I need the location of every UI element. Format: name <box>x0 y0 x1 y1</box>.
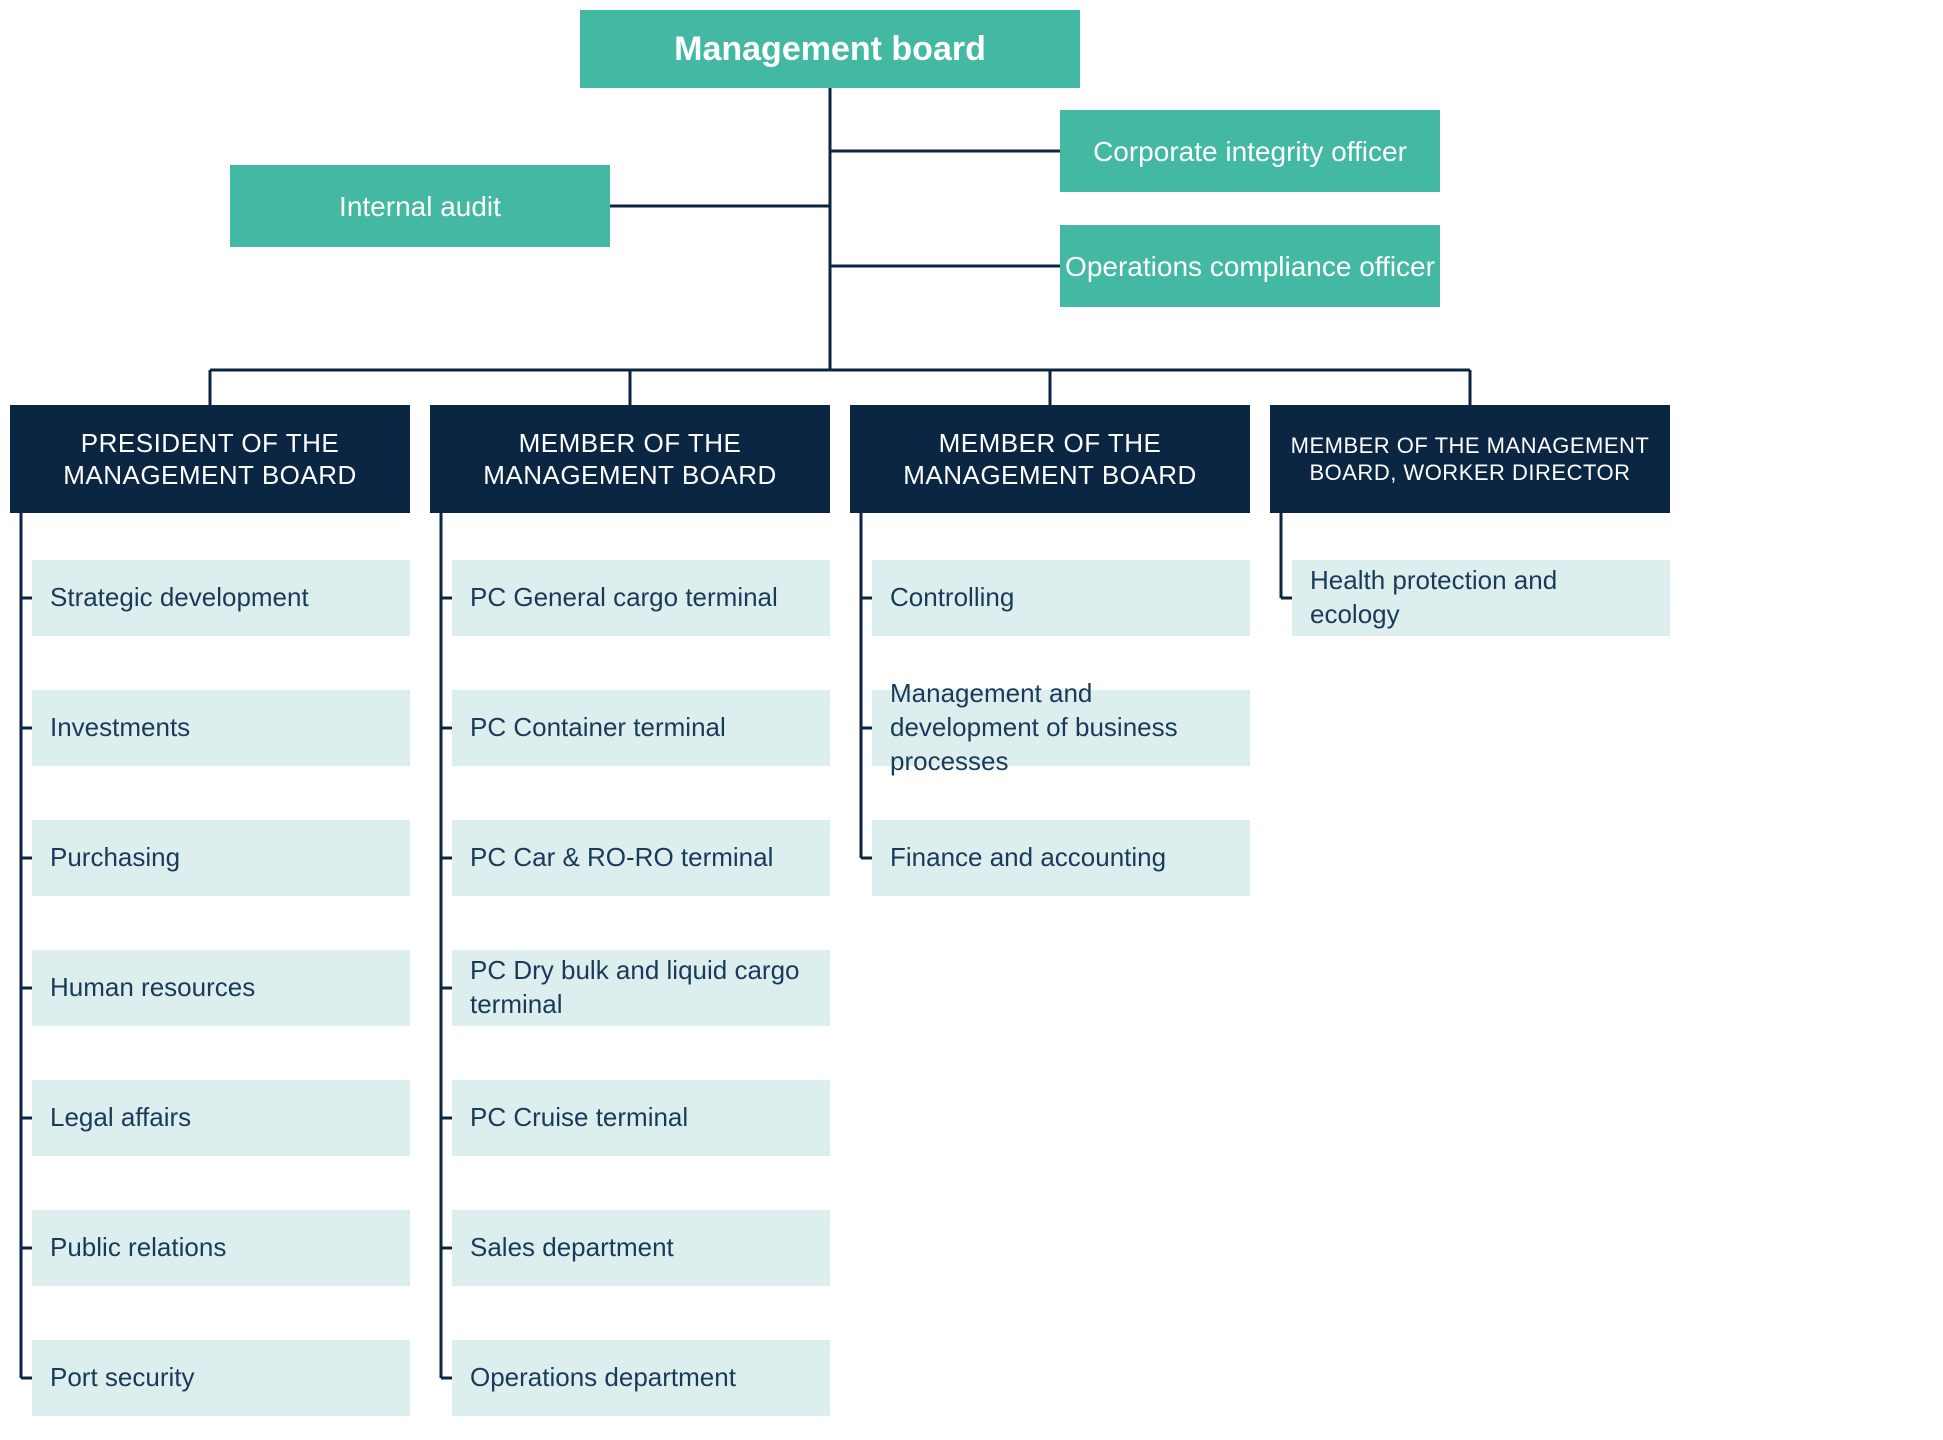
dept-item: PC Dry bulk and liquid cargo terminal <box>452 950 830 1026</box>
dept-item: Management and development of business p… <box>872 690 1250 766</box>
dept-item-label: Strategic development <box>50 581 309 615</box>
dept-item: PC Container terminal <box>452 690 830 766</box>
dept-item: Human resources <box>32 950 410 1026</box>
dept-item-label: Public relations <box>50 1231 226 1265</box>
dept-item: Port security <box>32 1340 410 1416</box>
dept-item: Purchasing <box>32 820 410 896</box>
col-header-worker-director: MEMBER OF THE MANAGEMENT BOARD, WORKER D… <box>1270 405 1670 513</box>
dept-item: Public relations <box>32 1210 410 1286</box>
dept-item: Investments <box>32 690 410 766</box>
dept-item: Controlling <box>872 560 1250 636</box>
dept-item-label: Human resources <box>50 971 255 1005</box>
staff-label: Operations compliance officer <box>1065 249 1435 284</box>
dept-item-label: Purchasing <box>50 841 180 875</box>
dept-item: Sales department <box>452 1210 830 1286</box>
dept-item-label: PC Car & RO-RO terminal <box>470 841 773 875</box>
dept-item-label: Investments <box>50 711 190 745</box>
col-header-label: PRESIDENT OF THE MANAGEMENT BOARD <box>30 427 390 492</box>
col-header-member-a: MEMBER OF THE MANAGEMENT BOARD <box>430 405 830 513</box>
col-header-label: MEMBER OF THE MANAGEMENT BOARD <box>870 427 1230 492</box>
dept-item-label: Finance and accounting <box>890 841 1166 875</box>
root-label: Management board <box>674 28 986 71</box>
dept-item-label: Health protection and ecology <box>1310 564 1652 632</box>
dept-item: Strategic development <box>32 560 410 636</box>
dept-item: Health protection and ecology <box>1292 560 1670 636</box>
staff-internal-audit: Internal audit <box>230 165 610 247</box>
col-header-president: PRESIDENT OF THE MANAGEMENT BOARD <box>10 405 410 513</box>
staff-corporate-integrity: Corporate integrity officer <box>1060 110 1440 192</box>
dept-item: PC Cruise terminal <box>452 1080 830 1156</box>
dept-item-label: PC Cruise terminal <box>470 1101 688 1135</box>
staff-label: Internal audit <box>339 189 501 224</box>
dept-item-label: Port security <box>50 1361 195 1395</box>
dept-item-label: Controlling <box>890 581 1014 615</box>
dept-item-label: Sales department <box>470 1231 674 1265</box>
dept-item: Operations department <box>452 1340 830 1416</box>
dept-item-label: PC Dry bulk and liquid cargo terminal <box>470 954 812 1022</box>
col-header-member-b: MEMBER OF THE MANAGEMENT BOARD <box>850 405 1250 513</box>
dept-item: Legal affairs <box>32 1080 410 1156</box>
dept-item-label: PC General cargo terminal <box>470 581 778 615</box>
dept-item-label: Operations department <box>470 1361 736 1395</box>
staff-label: Corporate integrity officer <box>1093 134 1407 169</box>
dept-item-label: Management and development of business p… <box>890 677 1232 778</box>
dept-item: PC General cargo terminal <box>452 560 830 636</box>
dept-item-label: PC Container terminal <box>470 711 726 745</box>
col-header-label: MEMBER OF THE MANAGEMENT BOARD, WORKER D… <box>1290 432 1650 487</box>
dept-item: Finance and accounting <box>872 820 1250 896</box>
col-header-label: MEMBER OF THE MANAGEMENT BOARD <box>450 427 810 492</box>
staff-operations-compliance: Operations compliance officer <box>1060 225 1440 307</box>
dept-item: PC Car & RO-RO terminal <box>452 820 830 896</box>
dept-item-label: Legal affairs <box>50 1101 191 1135</box>
root-management-board: Management board <box>580 10 1080 88</box>
